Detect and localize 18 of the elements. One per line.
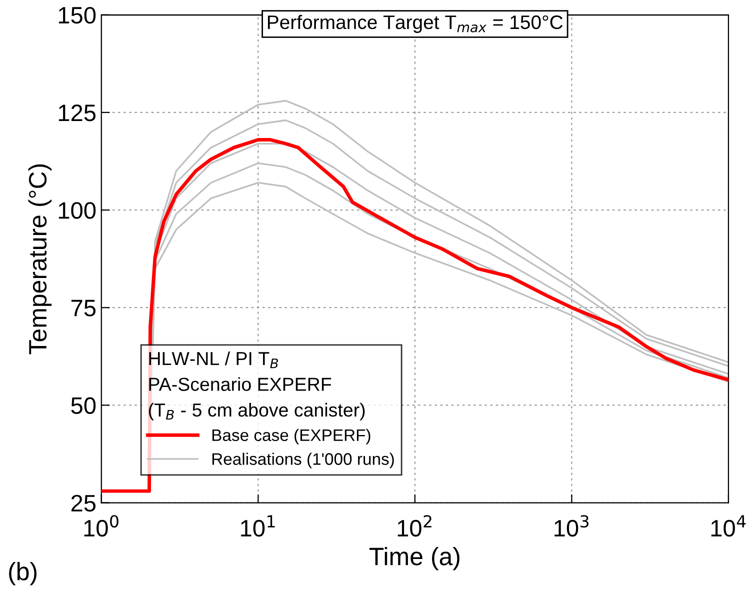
x-tick-label: 10$^{0}$ xyxy=(84,515,118,537)
y-tick-label: 150 xyxy=(58,6,96,24)
legend-label: Realisations (1'000 runs) xyxy=(212,452,394,468)
y-tick-label: 125 xyxy=(58,104,96,122)
x-axis-title: Time (a) xyxy=(369,547,460,570)
x-tick-label: 10$^{2}$ xyxy=(398,515,432,537)
y-axis-title: Temperature (°C) xyxy=(28,164,52,354)
x-tick-label: 10$^{1}$ xyxy=(241,515,275,537)
legend-title: HLW-NL / PI T$_{B}$ PA-Scenario EXPERF (T$_{B}$ - 5 cm above canister) xyxy=(148,351,365,420)
text: (b) xyxy=(9,562,37,586)
y-tick-label: 50 xyxy=(71,397,96,414)
y-tick-label: 100 xyxy=(58,202,96,219)
y-tick-label: 75 xyxy=(71,300,96,316)
x-tick-label: 10$^{3}$ xyxy=(554,515,588,537)
x-tick-label: 10$^{4}$ xyxy=(711,515,746,537)
ref-line-label: Performance Target T$_{max}$ = 150°C xyxy=(268,14,563,33)
legend-label: Base case (EXPERF) xyxy=(212,428,370,444)
y-tick-label: 25 xyxy=(71,494,96,512)
